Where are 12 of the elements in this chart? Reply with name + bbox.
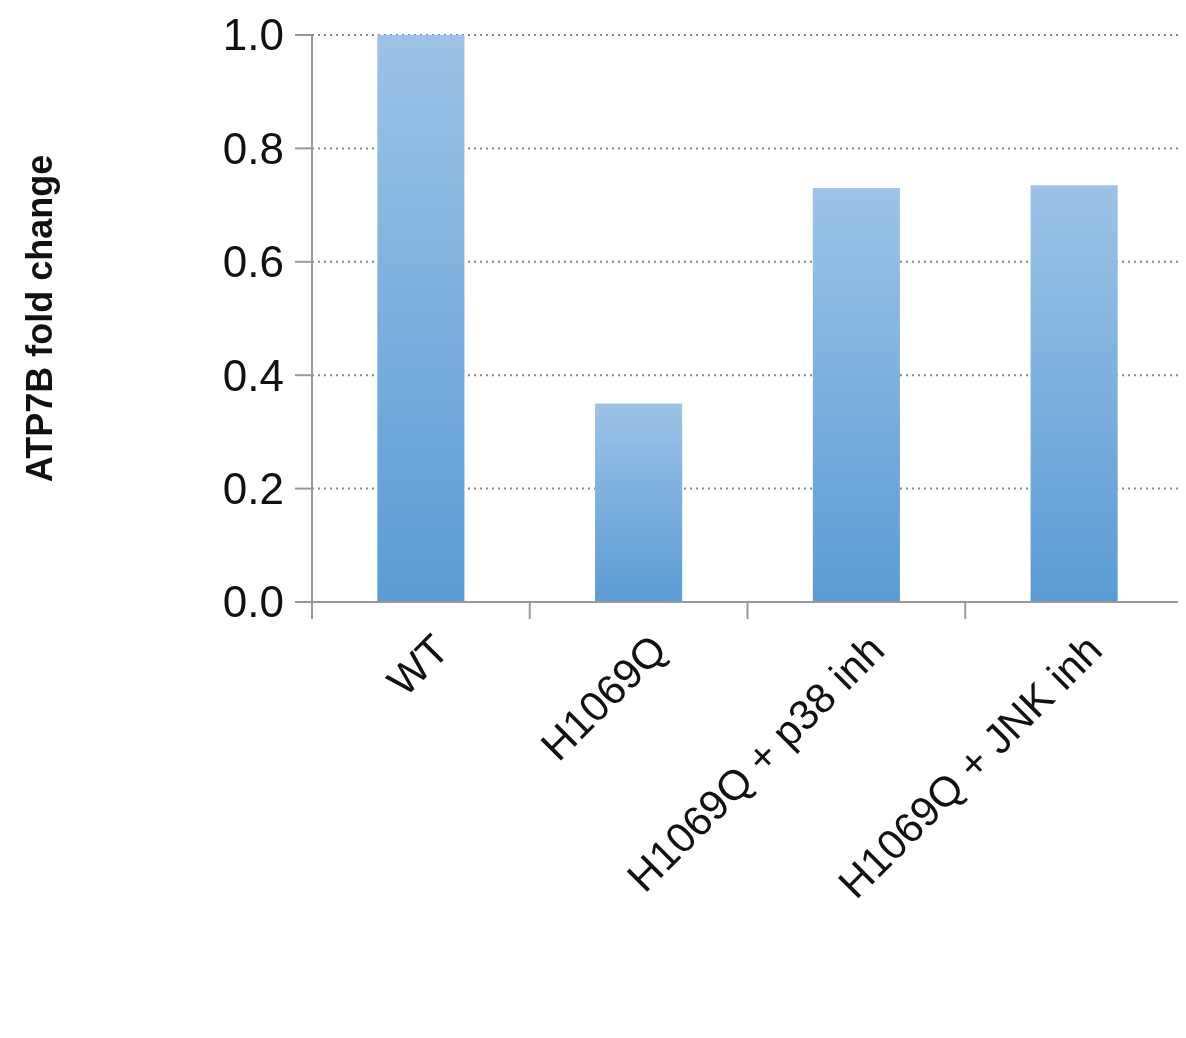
y-tick-label: 1.0	[222, 10, 284, 60]
y-tick-label: 0.4	[222, 350, 284, 400]
y-tick-label: 0.6	[222, 237, 284, 287]
y-tick-label: 0.8	[222, 123, 284, 173]
y-tick-label: 0.0	[222, 577, 284, 627]
x-tick-label: WT	[378, 625, 458, 705]
bar	[377, 35, 465, 602]
bar	[812, 188, 900, 602]
y-tick-label: 0.2	[222, 464, 284, 513]
y-axis-title: ATP7B fold change	[19, 154, 60, 483]
bar	[1030, 185, 1118, 602]
bar	[595, 403, 683, 602]
